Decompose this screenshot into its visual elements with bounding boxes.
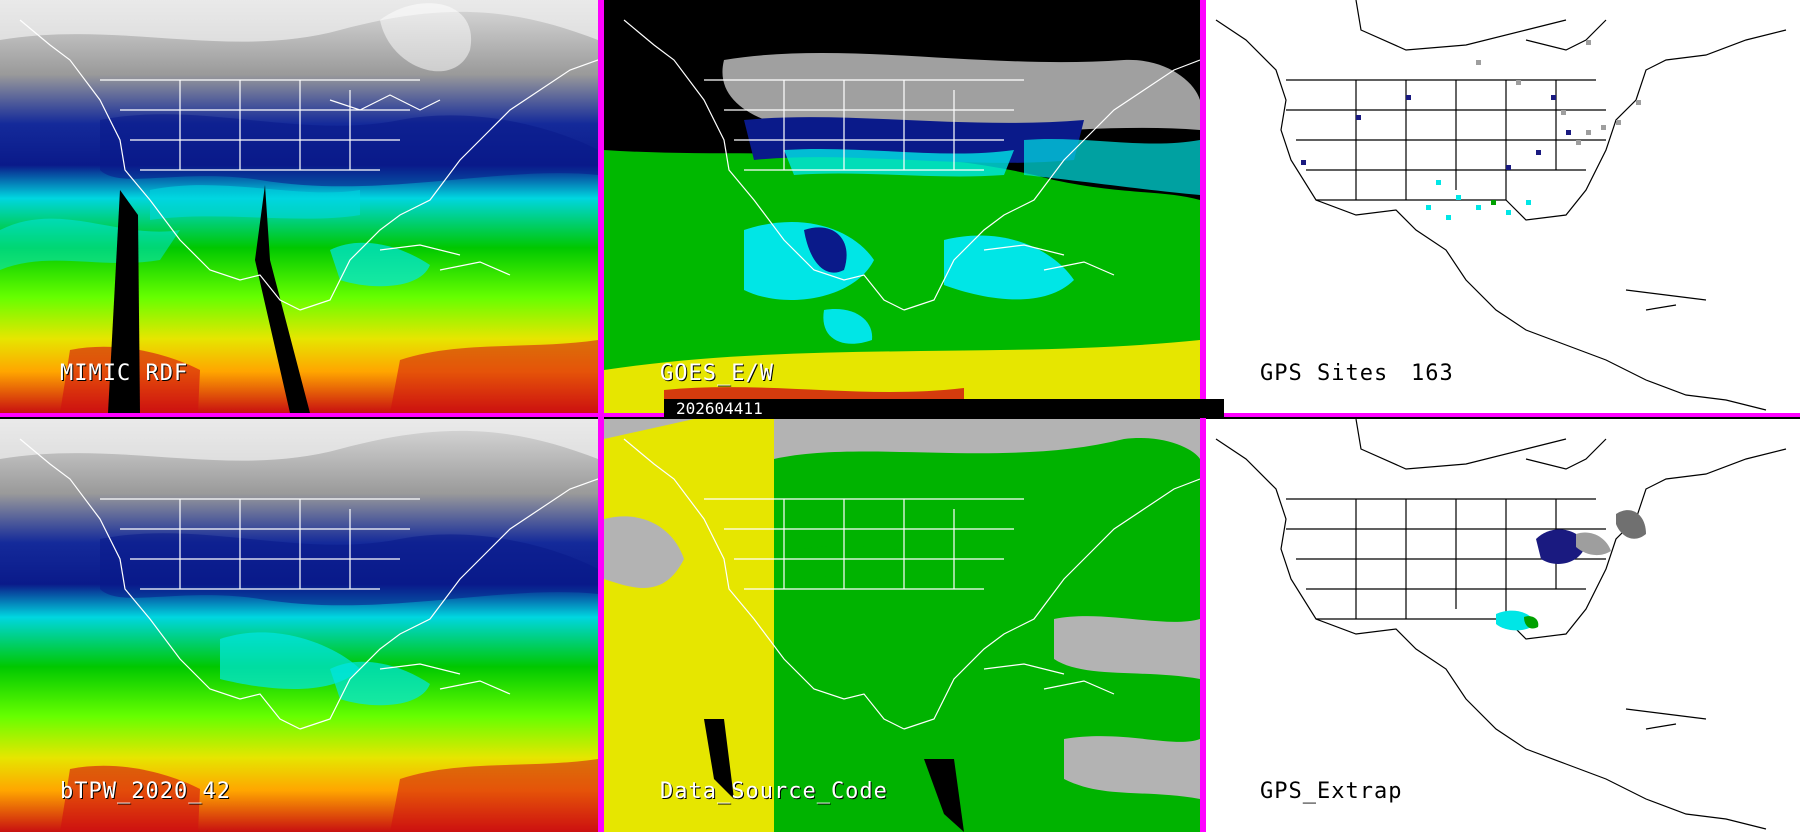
gps-sites-panel: GPS Sites 163 <box>1206 0 1800 413</box>
mimic-rdf-panel: MIMIC RDF <box>0 0 598 413</box>
gps-site-markers <box>1301 40 1641 220</box>
gps-extrap-label: GPS_Extrap <box>1260 779 1403 804</box>
panel-label-data-source: Data_Source_Code <box>660 779 888 804</box>
coastline-overlay <box>623 438 1200 730</box>
data-source-map <box>604 419 1200 832</box>
panel-label-mimic: MIMIC RDF <box>60 361 189 386</box>
tpw-map <box>0 0 598 413</box>
panel-label-btpw: bTPW_2020_42 <box>60 779 231 804</box>
panel-label-goes: GOES_E/W <box>660 361 774 386</box>
btpw-panel: bTPW_2020_42 <box>0 419 598 832</box>
gps-extrap-fields <box>1496 510 1646 631</box>
coastline-overlay <box>623 19 1200 311</box>
gps-sites-map <box>1206 0 1800 413</box>
timestamp-bar: 202604411 <box>664 399 1224 418</box>
gps-extrap-panel: GPS_Extrap <box>1206 419 1800 832</box>
goes-tpw-map <box>604 0 1200 413</box>
gps-sites-label: GPS Sites <box>1260 361 1389 386</box>
timestamp-text: 202604411 <box>676 399 763 418</box>
data-source-code-panel: Data_Source_Code <box>604 419 1200 832</box>
goes-ew-panel: GOES_E/W <box>604 0 1200 413</box>
basemap-lines <box>1215 0 1787 411</box>
gps-extrap-map <box>1206 419 1800 832</box>
coastline-overlay <box>19 438 598 730</box>
btpw-map <box>0 419 598 832</box>
coastline-overlay <box>19 19 598 311</box>
gps-sites-count: 163 <box>1411 361 1454 386</box>
